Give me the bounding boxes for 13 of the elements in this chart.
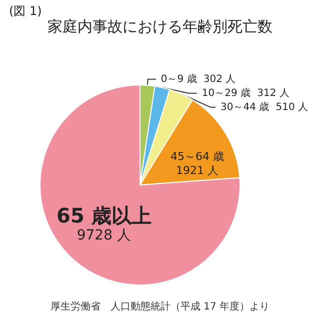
data-label: 1921 人 [176,164,219,178]
data-label: 302 人 [203,74,236,85]
slice-label: 65 歳以上 [56,203,152,228]
slice-label: 10～29 歳 [202,86,251,99]
data-label: 510 人 [276,102,308,113]
chart-title: 家庭内事故における年齢別死亡数 [48,18,272,36]
data-label: 9728 人 [76,227,131,244]
slice-label: 45～64 歳 [170,150,224,164]
text: (図 1) [9,4,42,18]
data-label: 312 人 [257,88,290,99]
slice-label: 30～44 歳 [220,100,270,113]
text: 厚生労働省 人口動態統計（平成 17 年度）より [50,300,270,312]
slice-label: 0～9 歳 [160,72,197,85]
